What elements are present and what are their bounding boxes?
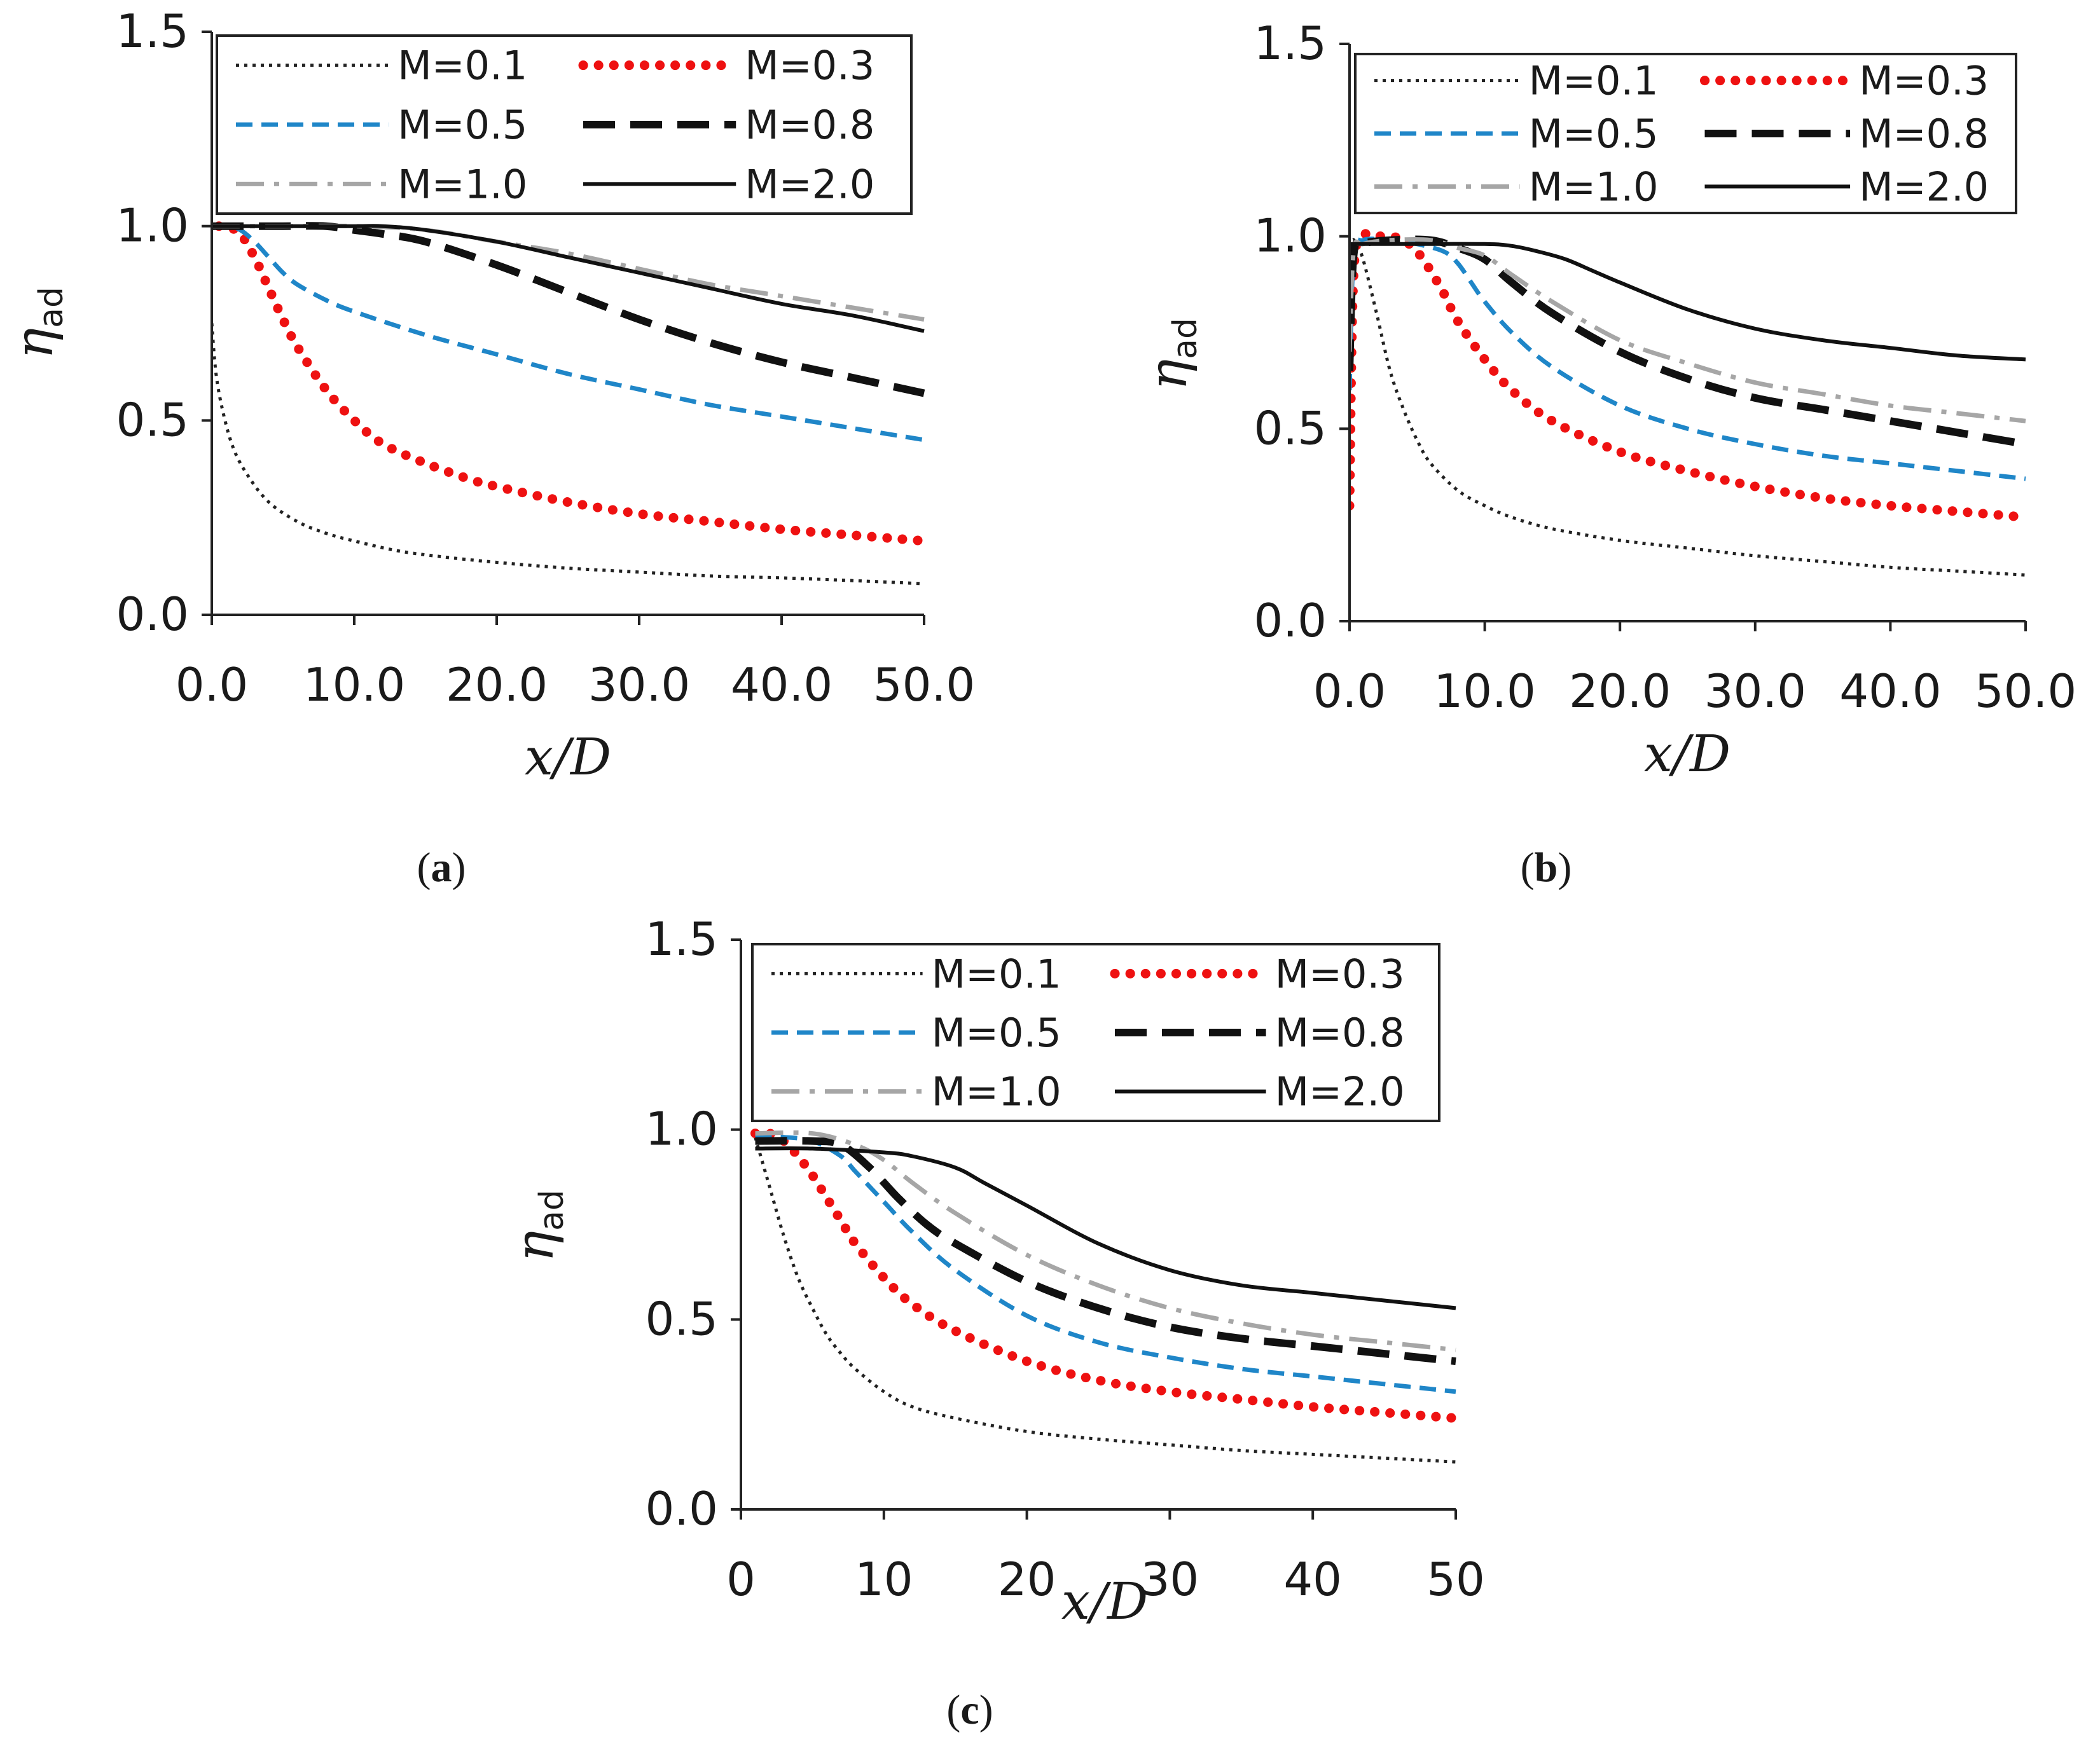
series-line-m-2-0 — [1350, 242, 2026, 362]
series-group — [212, 221, 929, 586]
legend-label: M=1.0 — [1529, 163, 1659, 210]
x-tick-label: 50 — [1426, 1553, 1485, 1606]
series-line-m-0-5 — [755, 1134, 1456, 1394]
x-tick-label: 40.0 — [1839, 664, 1941, 718]
y-tick-label: 0.0 — [645, 1482, 718, 1535]
x-axis-label: x/D — [1644, 724, 1730, 783]
x-tick-label: 30.0 — [1704, 664, 1806, 718]
chart-panel-a: 0.0 0.5 1.0 1.5 0.0 10.0 20.0 30.0 40.0 50.0 M=0.1… — [4, 4, 975, 891]
y-tick-label: 0.0 — [116, 587, 189, 641]
x-tick-label: 10.0 — [303, 658, 405, 711]
legend-label: M=0.3 — [745, 43, 874, 89]
legend: M=0.1 M=0.3 M=0.5 M=0.8 M=1.0 M=2.0 — [1354, 53, 2017, 214]
legend-label: M=2.0 — [1275, 1069, 1405, 1115]
x-tick-label: 50.0 — [1975, 664, 2076, 718]
x-tick-label: 20 — [998, 1553, 1056, 1606]
panel-label: (c) — [946, 1687, 993, 1733]
series-line-m-0-1 — [754, 1136, 1456, 1464]
panel-label: (b) — [1521, 844, 1572, 891]
legend-label: M=0.5 — [397, 102, 527, 148]
y-tick-label: 1.5 — [116, 4, 189, 58]
series-line-m-2-0 — [212, 224, 925, 333]
y-tick-label: 0.5 — [645, 1292, 718, 1345]
x-tick-label: 30.0 — [588, 658, 690, 711]
series-line-m-2-0 — [755, 1146, 1456, 1310]
chart-panel-c: 0.00.51.01.50 10 20 30 40 50M=0.1 M=0.3M=0.5 M=… — [505, 912, 1485, 1733]
legend-label: M=0.5 — [1529, 111, 1659, 157]
x-tick-label: 10.0 — [1433, 664, 1535, 718]
series-line-m-1-0 — [755, 1130, 1456, 1352]
y-tick-label: 1.0 — [645, 1102, 718, 1156]
legend-label: M=0.8 — [1275, 1010, 1405, 1056]
legend-label: M=0.1 — [397, 43, 527, 89]
x-tick-label: 40.0 — [731, 658, 832, 711]
x-tick-label: 0 — [726, 1553, 756, 1606]
y-axis-label: ηad — [505, 1190, 571, 1262]
x-tick-label: 0.0 — [176, 658, 249, 711]
y-tick-label: 0.5 — [116, 393, 189, 446]
y-tick-label: 1.0 — [116, 199, 189, 252]
x-tick-label: 20.0 — [1569, 664, 1671, 718]
series-line-m-1-0 — [1350, 237, 2026, 423]
legend: M=0.1 M=0.3 M=0.5 M=0.8 M=1.0 M=2.0 — [751, 943, 1440, 1122]
series-line-m-0-3 — [1350, 228, 2031, 523]
y-tick-label: 0.5 — [1254, 401, 1327, 455]
x-axis-label: x/D — [525, 727, 611, 786]
x-tick-label: 10 — [855, 1553, 913, 1606]
legend-label: M=2.0 — [745, 161, 874, 207]
y-tick-label: 1.5 — [1254, 17, 1327, 70]
series-group — [1350, 228, 2031, 577]
legend-label: M=0.3 — [1275, 951, 1405, 997]
x-tick-label: 30 — [1141, 1553, 1199, 1606]
x-tick-label: 40 — [1283, 1553, 1342, 1606]
legend-label: M=0.5 — [932, 1010, 1061, 1056]
x-tick-label: 0.0 — [1313, 664, 1386, 718]
series-line-m-0-5 — [1350, 237, 2026, 481]
legend-label: M=2.0 — [1859, 163, 1989, 210]
series-group — [750, 1128, 1461, 1464]
x-tick-label: 50.0 — [873, 658, 975, 711]
legend-label: M=0.1 — [932, 951, 1061, 997]
y-axis-label: ηad — [1138, 318, 1205, 390]
legend-box — [751, 943, 1440, 1122]
series-line-m-0-1 — [1350, 238, 2026, 577]
legend-label: M=1.0 — [397, 161, 527, 207]
panel-label: (a) — [417, 844, 466, 891]
y-tick-label: 1.0 — [1254, 209, 1327, 263]
legend-label: M=0.8 — [1859, 111, 1989, 157]
x-axis-label: x/D — [1061, 1572, 1148, 1631]
y-tick-label: 0.0 — [1254, 594, 1327, 647]
y-tick-label: 1.5 — [645, 912, 718, 966]
legend-label: M=0.3 — [1859, 58, 1989, 104]
series-line-m-0-3 — [214, 221, 929, 546]
x-tick-label: 20.0 — [446, 658, 548, 711]
chart-panel-b: 0.0 0.5 1.0 1.5 0.0 10.0 20.0 30.0 40.0 50.0 M=0.1… — [1138, 17, 2076, 891]
legend-label: M=0.1 — [1529, 58, 1659, 104]
legend-label: M=0.8 — [745, 102, 874, 148]
y-axis-label: ηad — [4, 287, 71, 359]
legend: M=0.1 M=0.3 M=0.5 M=0.8 M=1.0 M=2.0 — [216, 34, 913, 215]
legend-label: M=1.0 — [932, 1069, 1061, 1115]
series-line-m-0-5 — [212, 223, 925, 443]
